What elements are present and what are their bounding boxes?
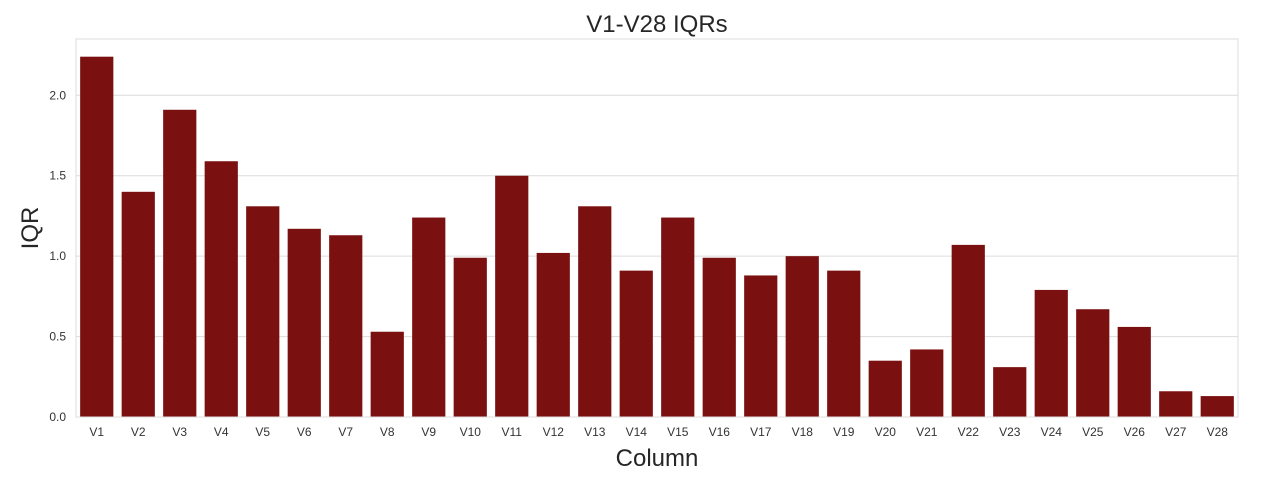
y-tick-labels: 0.0 0.5 1.0 1.5 2.0 [49, 88, 66, 424]
x-tick-label-v6: V6 [297, 425, 312, 439]
x-tick-label-v25: V25 [1082, 425, 1104, 439]
x-tick-label-v16: V16 [709, 425, 731, 439]
bar-v18 [785, 256, 819, 417]
bar-v10 [453, 257, 487, 417]
bar-v12 [536, 252, 570, 417]
bar-v23 [993, 367, 1027, 417]
bar-v13 [578, 206, 612, 417]
x-tick-label-v26: V26 [1124, 425, 1146, 439]
chart-title: V1-V28 IQRs [586, 11, 727, 38]
bar-v17 [744, 275, 778, 417]
bar-v25 [1076, 309, 1110, 417]
x-tick-label-v28: V28 [1207, 425, 1229, 439]
x-axis-label: Column [616, 445, 699, 472]
plot-frame [75, 38, 1239, 418]
bar-v6 [287, 228, 321, 417]
y-tick-label: 1.5 [49, 169, 66, 183]
x-tick-label-v7: V7 [338, 425, 353, 439]
x-tick-label-v14: V14 [626, 425, 648, 439]
x-tick-label-v24: V24 [1041, 425, 1063, 439]
bar-v26 [1117, 326, 1151, 417]
x-tick-label-v1: V1 [89, 425, 104, 439]
x-tick-label-v11: V11 [502, 425, 523, 439]
y-axis-label: IQR [17, 207, 44, 250]
y-tick-label: 2.0 [49, 88, 66, 102]
bar-v16 [702, 257, 736, 417]
x-tick-label-v17: V17 [750, 425, 772, 439]
y-tick-label: 0.0 [49, 410, 66, 424]
x-tick-label-v20: V20 [875, 425, 897, 439]
bar-v20 [868, 360, 902, 417]
bar-v5 [246, 206, 280, 417]
x-tick-label-v12: V12 [543, 425, 565, 439]
bar-v28 [1200, 396, 1234, 417]
bar-v8 [370, 331, 404, 417]
x-tick-label-v5: V5 [255, 425, 270, 439]
x-tick-label-v2: V2 [131, 425, 146, 439]
x-tick-label-v23: V23 [999, 425, 1021, 439]
bar-v9 [412, 217, 446, 417]
bars-layer [80, 56, 1234, 418]
x-tick-label-v27: V27 [1165, 425, 1187, 439]
x-tick-label-v15: V15 [667, 425, 689, 439]
bar-v7 [329, 235, 363, 417]
bar-v27 [1159, 391, 1193, 417]
bar-v19 [827, 270, 861, 417]
x-tick-label-v10: V10 [460, 425, 482, 439]
x-tick-label-v13: V13 [584, 425, 606, 439]
bar-v2 [121, 191, 155, 417]
x-tick-label-v21: V21 [916, 425, 938, 439]
bar-v1 [80, 56, 114, 418]
x-tick-label-v4: V4 [214, 425, 229, 439]
bar-v21 [910, 349, 944, 417]
y-tick-label: 1.0 [49, 249, 66, 263]
x-tick-label-v18: V18 [792, 425, 814, 439]
bar-v4 [204, 161, 238, 417]
bar-v3 [163, 109, 197, 417]
bar-v24 [1034, 289, 1068, 417]
bar-v14 [619, 270, 653, 417]
y-tick-label: 0.5 [49, 330, 66, 344]
x-tick-label-v9: V9 [421, 425, 436, 439]
x-tick-label-v8: V8 [380, 425, 395, 439]
x-tick-label-v22: V22 [958, 425, 980, 439]
bar-v11 [495, 175, 529, 417]
bar-v22 [951, 244, 985, 417]
x-tick-labels: V1 V2 V3 V4 V5 V6 V7 V8 V9 V10 V11 V12 V13 V14 V15 V16 V… [89, 425, 1228, 439]
x-tick-label-v19: V19 [833, 425, 855, 439]
bar-v15 [661, 217, 695, 417]
x-tick-label-v3: V3 [172, 425, 187, 439]
